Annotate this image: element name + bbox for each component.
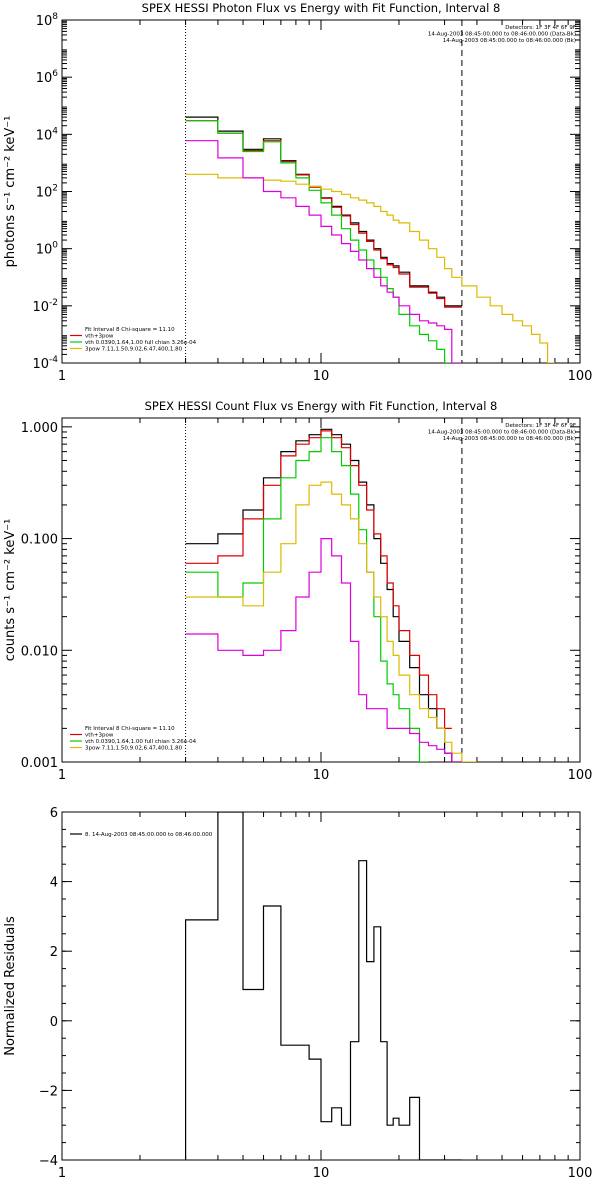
chart-2-y-tick-label: 2 xyxy=(50,945,58,960)
chart-1-y-tick-label: 0.010 xyxy=(21,644,58,659)
count-flux-panel: SPEX HESSI Count Flux vs Energy with Fit… xyxy=(3,399,592,783)
chart-1-legend-entry: Fit Interval 8 Chi-square = 11.10 xyxy=(85,726,175,732)
chart-2-y-tick-label: 4 xyxy=(50,876,58,891)
chart-0-series-line-1 xyxy=(185,120,462,308)
chart-1-y-tick-label: 0.100 xyxy=(21,533,58,548)
residuals-panel: Normalized Residuals 1 10 100 −4 −2 0 2 4 6 8. 14-… xyxy=(3,806,592,1181)
chart-0-series-line-2 xyxy=(185,120,452,363)
chart-0-x-tick-label: 10 xyxy=(313,369,330,384)
chart-1-x-tick-label: 100 xyxy=(568,768,593,783)
chart-0-y-tick-label: 104 xyxy=(36,126,59,143)
chart-0-x-tick-label: 100 xyxy=(568,369,593,384)
chart-1-series-line-0 xyxy=(185,428,462,762)
chart-0-ylabel: photons s⁻¹ cm⁻² keV⁻¹ xyxy=(3,116,18,268)
chart-1-series-line-4 xyxy=(185,538,462,762)
chart-2-x-tick-label: 10 xyxy=(313,1166,330,1181)
chart-0-legend-entry: vth 0.0390,1.64,1.00 full chian 3.26e-04 xyxy=(85,340,197,346)
chart-2-y-tick-label: −2 xyxy=(39,1084,58,1099)
chart-2-y-tick-label: 6 xyxy=(50,806,58,821)
chart-0-y-tick-label: 106 xyxy=(36,69,59,86)
chart-1-annotation: 14-Aug-2003 08:45:00.000 to 08:46:00.000… xyxy=(443,436,576,442)
chart-1-ylabel: counts s⁻¹ cm⁻² keV⁻¹ xyxy=(3,519,18,662)
chart-0-x-tick-label: 1 xyxy=(58,369,66,384)
chart-2-x-tick-label: 1 xyxy=(58,1166,66,1181)
chart-0-series-line-0 xyxy=(185,116,462,307)
chart-1-y-tick-label: 0.001 xyxy=(21,756,58,771)
chart-1-annotation: Detectors: 1F 3F 4F 6F 9F xyxy=(505,423,576,429)
chart-2-y-tick-label: 0 xyxy=(50,1015,58,1030)
chart-1-y-tick-label: 1.000 xyxy=(21,421,58,436)
chart-1-series-line-3 xyxy=(185,481,477,762)
chart-2-series-line-0 xyxy=(185,812,462,1160)
chart-0-annotation: Detectors: 1F 3F 4F 6F 9F xyxy=(505,25,576,31)
chart-0-annotation: 14-Aug-2003 08:45:00.000 to 08:46:00.000… xyxy=(443,38,576,44)
chart-2-x-tick-label: 100 xyxy=(568,1166,593,1181)
chart-1-plot-frame xyxy=(61,417,581,763)
chart-1-x-tick-label: 1 xyxy=(58,768,66,783)
chart-2-legend-entry: 8. 14-Aug-2003 08:45:00.000 to 08:46:00.… xyxy=(85,832,213,838)
chart-0-y-tick-label: 100 xyxy=(36,241,59,258)
chart-0-y-tick-label: 108 xyxy=(36,12,59,29)
chart-1-annotation: 14-Aug-2003 08:45:00.000 to 08:46:00.000… xyxy=(428,430,576,436)
chart-0-series-group xyxy=(185,116,555,363)
chart-0-y-tick-label: 10-2 xyxy=(32,298,58,315)
chart-1-series-line-2 xyxy=(185,437,429,762)
chart-1-x-tick-label: 10 xyxy=(313,768,330,783)
chart-0-y-tick-label: 102 xyxy=(36,184,58,201)
chart-2-series-group xyxy=(185,812,462,1160)
chart-1-legend-entry: 3pow 7.11,1.50,9.02,6.47,400,1.80 xyxy=(85,746,183,752)
chart-1-title: SPEX HESSI Count Flux vs Energy with Fit… xyxy=(145,399,498,413)
chart-0-series-line-4 xyxy=(185,140,462,363)
chart-1-legend-entry: vth+3pow xyxy=(85,733,114,739)
chart-1-series-group xyxy=(185,428,477,762)
chart-2-ylabel: Normalized Residuals xyxy=(3,916,18,1056)
chart-2-y-tick-label: −4 xyxy=(39,1154,58,1169)
chart-0-series-line-3 xyxy=(185,173,555,363)
chart-0-legend-entry: Fit Interval 8 Chi-square = 11.10 xyxy=(85,327,175,333)
chart-1-series-line-1 xyxy=(185,430,452,729)
chart-0-legend-entry: 3pow 7.11,1.50,9.02,6.47,400,1.80 xyxy=(85,347,183,353)
chart-0-y-tick-label: 10-4 xyxy=(32,355,58,372)
chart-0-annotation: 14-Aug-2003 08:45:00.000 to 08:46:00.000… xyxy=(428,32,576,38)
chart-0-title: SPEX HESSI Photon Flux vs Energy with Fi… xyxy=(142,1,501,15)
chart-1-legend-entry: vth 0.0390,1.64,1.00 full chian 3.26e-04 xyxy=(85,739,197,745)
chart-0-legend-entry: vth+3pow xyxy=(85,334,114,340)
photon-flux-panel: SPEX HESSI Photon Flux vs Energy with Fi… xyxy=(3,1,592,384)
